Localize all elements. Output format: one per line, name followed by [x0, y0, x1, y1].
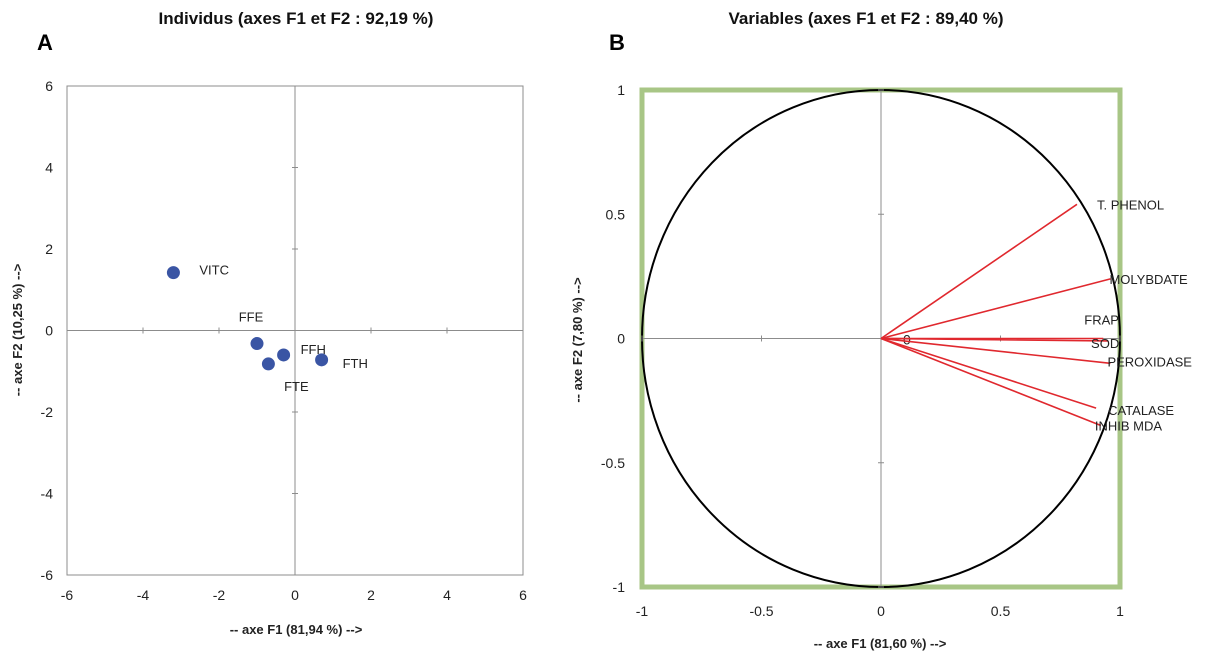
chart-b-vector: [880, 337, 1109, 342]
chart-b-x-tick-label: -1: [636, 603, 649, 619]
chart-b-y-tick-label: 0: [617, 331, 625, 347]
chart-b-vector-label: FRAP: [1084, 313, 1119, 328]
chart-b-vector-label: T. PHENOL: [1097, 197, 1164, 212]
chart-b-x-tick-label: 0.5: [991, 603, 1011, 619]
chart-b-vector-label: CATALASE: [1108, 403, 1174, 418]
chart-b-vector: [880, 203, 1078, 340]
chart-a-y-tick-label: -6: [41, 567, 54, 583]
chart-a-x-tick-label: 6: [519, 587, 527, 603]
chart-a-title: Individus (axes F1 et F2 : 92,19 %): [159, 9, 434, 28]
chart-a-x-tick-label: -4: [137, 587, 150, 603]
chart-a-point-label: FTH: [343, 356, 368, 371]
chart-b-vector: [880, 337, 1111, 365]
chart-a-point-label: FTE: [284, 379, 309, 394]
chart-a-point-label: FFH: [301, 342, 326, 357]
chart-b-panel-letter: B: [609, 30, 625, 55]
chart-b-x-tick-label: -0.5: [749, 603, 773, 619]
chart-a-y-tick-label: 6: [45, 78, 53, 94]
chart-b-vector-label: SOD: [1091, 336, 1119, 351]
chart-a-y-tick-label: 2: [45, 241, 53, 257]
chart-b-vector-label: INHIB MDA: [1095, 418, 1163, 433]
chart-a-x-tick-label: 0: [291, 587, 299, 603]
chart-a-y-tick-label: -2: [41, 404, 54, 420]
chart-a-y-tick-label: 0: [45, 323, 53, 339]
chart-a-y-tick-label: 4: [45, 160, 53, 176]
chart-b-vector: [880, 337, 1102, 427]
chart-b-y-tick-label: -1: [613, 579, 626, 595]
chart-a-ylabel: -- axe F2 (10,25 %) -->: [10, 263, 25, 396]
chart-a-x-tick-label: -2: [213, 587, 226, 603]
chart-b-vector: [880, 278, 1111, 340]
chart-a-xlabel: -- axe F1 (81,94 %) -->: [230, 622, 363, 637]
chart-a-y-tick-label: -4: [41, 486, 54, 502]
chart-b-x-tick-label: 1: [1116, 603, 1124, 619]
chart-a-point: [250, 337, 264, 351]
chart-b-title: Variables (axes F1 et F2 : 89,40 %): [729, 9, 1004, 28]
chart-a-point-label: VITC: [199, 263, 229, 278]
chart-a-point: [261, 357, 275, 371]
chart-a-point: [315, 353, 329, 367]
chart-b-vector: [880, 337, 1097, 409]
chart-b-vector-label: MOLYBDATE: [1109, 272, 1188, 287]
chart-b-xlabel: -- axe F1 (81,60 %) -->: [814, 636, 947, 651]
chart-a-x-tick-label: -6: [61, 587, 74, 603]
chart-b-x-tick-label: 0: [877, 603, 885, 619]
chart-a-x-tick-label: 2: [367, 587, 375, 603]
chart-b-y-tick-label: 0.5: [606, 206, 626, 222]
chart-a-point-label: FFE: [239, 310, 264, 325]
chart-b-ylabel: -- axe F2 (7,80 %) -->: [570, 277, 585, 403]
chart-b-y-tick-label: 1: [617, 82, 625, 98]
chart-b-vector-label: PEROXIDASE: [1107, 354, 1192, 369]
chart-b-y-tick-label: -0.5: [601, 455, 625, 471]
chart-a-plot: -6 -4 -2 0 2 4 6 6 4 2 0 -2 -4 -6 VITC FFE FFH FTE FTH: [41, 78, 528, 603]
chart-a-panel-letter: A: [37, 30, 53, 55]
chart-a-point: [277, 348, 291, 362]
chart-a-x-tick-label: 4: [443, 587, 451, 603]
chart-a-point: [166, 266, 180, 280]
